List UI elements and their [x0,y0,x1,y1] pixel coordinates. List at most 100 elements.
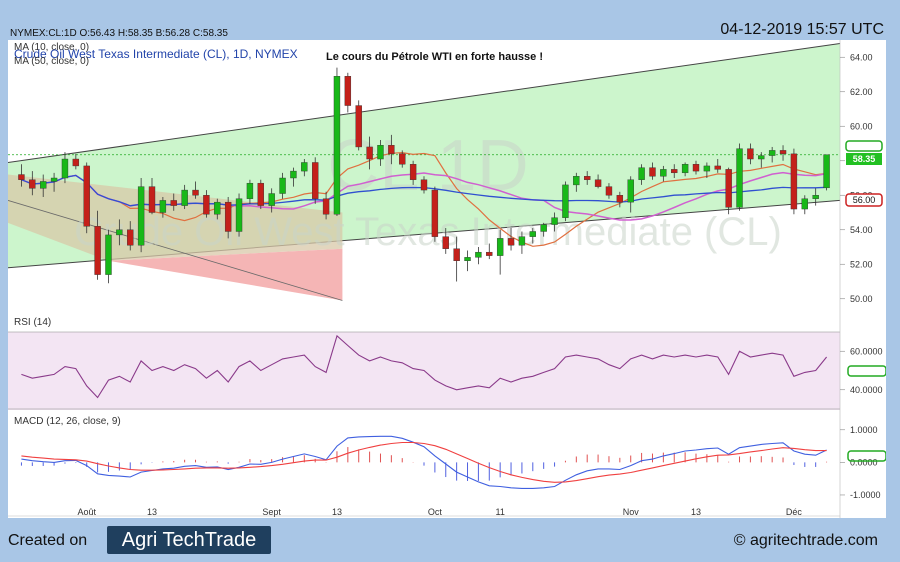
rsi-tick-label: 40.0000 [850,385,883,395]
ma10-line [21,151,827,247]
candle-body [725,169,732,208]
candle-body [268,193,275,206]
channel-upper-line [7,42,841,163]
candle-body [540,224,547,232]
macd-tick-label: 1.0000 [850,425,878,435]
candle-body [181,189,188,206]
candle-body [616,195,624,203]
x-tick-label: Sept [262,507,281,517]
x-tick-label: Nov [623,507,640,517]
candle-body [660,169,667,177]
x-tick-label: 13 [332,507,342,517]
candle-body [551,217,558,225]
agritechtrade-logo[interactable]: Agri TechTrade [107,526,271,554]
rsi-line [21,334,828,399]
price-tick-label: 52.00 [850,259,873,269]
macd-tick-label: -1.0000 [850,490,881,500]
candle-body [50,177,58,182]
projection-triangle [108,248,343,301]
candle-body [148,186,156,213]
candle-body [61,158,69,179]
candle-body [507,238,515,246]
candle-body [529,231,536,237]
candle-body [453,248,460,262]
declining-channel [8,174,343,261]
timestamp: 04-12-2019 15:57 UTC [720,21,884,38]
candle-body [736,148,743,208]
candle-body [790,153,798,210]
candle-body [779,150,787,155]
candle-body [812,195,819,199]
candle-body [94,226,101,275]
rsi-marker-box [847,365,887,377]
candle-body [649,167,656,177]
price-tick-label: 54.00 [850,225,873,235]
candle-body [692,163,700,172]
candle-body [29,179,36,189]
x-tick-label: 13 [691,507,701,517]
candle-body [518,236,526,246]
candle-body [40,181,47,189]
copyright-link[interactable]: © agritechtrade.com [733,532,878,549]
candle-body [475,251,482,258]
price-tick-label: 64.00 [850,52,873,62]
candle-body [192,189,199,196]
rsi-tick-label: 60.0000 [850,346,883,356]
candle-body [116,229,123,236]
candle-body [279,177,286,194]
price-chart-svg: CL 1D Crude Oil West Texas Intermediate … [7,40,883,316]
candle-body [203,195,210,215]
candle-body [584,176,591,180]
candle-body [290,170,297,179]
header-bar: NYMEX:CL:1D O:56.43 H:58.35 B:56.28 C:58… [0,0,900,44]
price-chart-panel[interactable]: CL 1D Crude Oil West Texas Intermediate … [7,40,886,316]
macd-panel[interactable]: MACD (12, 26, close, 9) 1.0000 0.0000 -1.0… [8,412,887,518]
candle-body [72,158,80,167]
candle-body [235,198,243,232]
rsi-title: RSI (14) [14,317,51,328]
candle-body [214,201,221,215]
candle-body [355,105,362,148]
upper-level-box [845,140,883,152]
x-tick-label: Août [77,507,96,517]
x-tick-label: 11 [495,507,504,517]
candle-body [801,198,808,210]
candle-body [573,176,580,186]
candle-body [105,234,112,275]
candle-body [127,229,134,246]
candle-body [18,174,25,180]
rsi-panel[interactable]: RSI (14) 60.0000 40.0000 [8,316,887,412]
macd-signal-line [21,441,827,483]
candle-body [442,236,449,249]
candle-body [671,169,678,174]
candle-body [594,179,602,187]
candle-body [377,145,384,160]
price-tick-label: 50.00 [850,294,873,304]
candle-body [399,153,406,165]
created-on-label: Created on [8,532,88,549]
candle-body [562,184,569,218]
ohlc-readout: NYMEX:CL:1D O:56.43 H:58.35 B:56.28 C:58… [10,28,228,39]
candle-body [83,165,90,227]
legend-ma50: MA (50, close, 0) [14,56,89,67]
declining-trendline [7,200,343,301]
last-price-label: 58.35 [853,154,876,164]
candle-body [224,201,232,232]
candle-body [638,167,645,180]
candle-body [681,163,689,174]
candle-body [627,179,634,203]
macd-chart-svg: MACD (12, 26, close, 9) 1.0000 0.0000 -1.0… [8,412,887,518]
candle-body [257,182,264,206]
macd-line [21,435,827,489]
legend-title: Crude Oil West Texas Intermediate (CL), … [14,47,298,61]
watermark-name: Crude Oil West Texas Intermediate (CL) [74,210,782,254]
footer: Created on Agri TechTrade © agritechtrad… [0,520,900,562]
rsi-chart-svg: RSI (14) 60.0000 40.0000 [8,316,887,412]
candle-body [747,148,754,160]
candle-body [409,163,417,180]
candle-body [496,238,504,256]
candle-body [301,162,308,172]
candle-body [714,165,721,170]
candle-body [431,189,439,237]
candle-body [246,182,254,199]
